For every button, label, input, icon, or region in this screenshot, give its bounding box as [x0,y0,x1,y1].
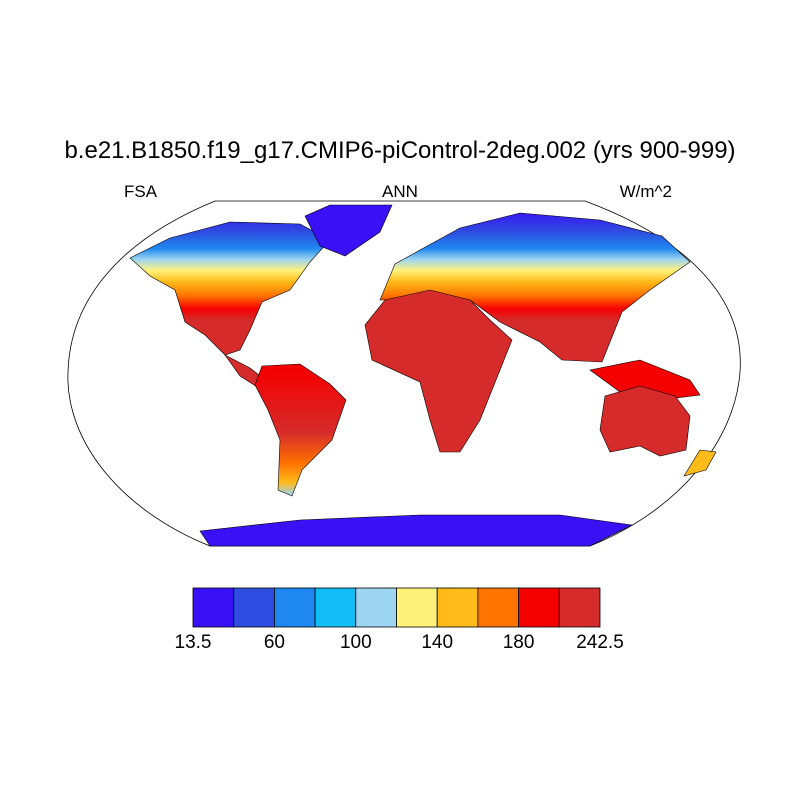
antarctica [199,514,633,547]
south-america [254,363,347,497]
colorbar-box [233,587,275,628]
colorbar-label: 242.5 [576,632,624,653]
colorbar-label: 13.5 [175,632,212,653]
colorbar-box [273,587,316,628]
map [67,200,741,547]
title: b.e21.B1850.f19_g17.CMIP6-piControl-2deg… [64,137,735,164]
colorbar-label: 60 [264,632,285,653]
colorbar-label: 180 [503,632,535,653]
colorbar-box [314,587,357,628]
greenland [304,204,393,257]
colorbar-box [396,587,438,628]
new-zealand [683,449,717,477]
colorbar-label: 100 [340,632,372,653]
africa [364,289,513,453]
colorbar-box [558,587,601,628]
australia [599,385,691,457]
colorbar-box [518,587,560,628]
colorbar-label: 140 [421,632,453,653]
north-america [129,221,331,356]
right-label: W/m^2 [620,182,672,201]
colorbar: 13.5 60 100 140 180 242.5 [175,587,624,653]
left-label: FSA [124,182,158,201]
eurasia [379,212,691,363]
colorbar-box [192,587,235,628]
colorbar-box [477,587,519,628]
colorbar-box [355,587,397,628]
center-label: ANN [382,182,418,201]
colorbar-box [436,587,479,628]
